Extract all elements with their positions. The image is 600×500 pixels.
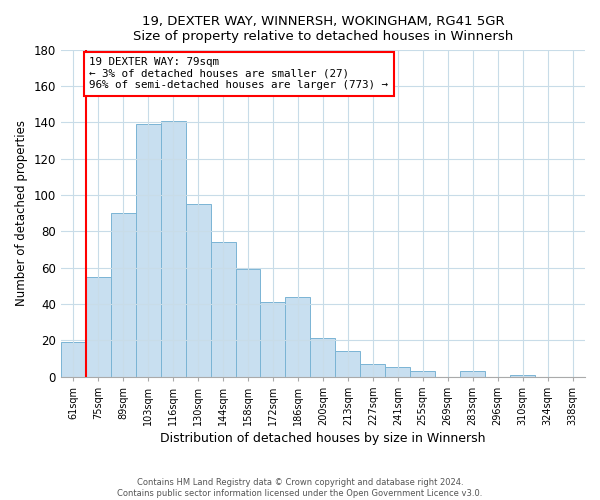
Text: 19 DEXTER WAY: 79sqm
← 3% of detached houses are smaller (27)
96% of semi-detach: 19 DEXTER WAY: 79sqm ← 3% of detached ho… [89, 57, 388, 90]
Bar [335, 351, 361, 376]
Y-axis label: Number of detached properties: Number of detached properties [15, 120, 28, 306]
X-axis label: Distribution of detached houses by size in Winnersh: Distribution of detached houses by size … [160, 432, 485, 445]
Bar [211, 242, 236, 376]
Bar [286, 296, 310, 376]
Bar [385, 368, 410, 376]
Bar [460, 371, 485, 376]
Bar [510, 374, 535, 376]
Bar [136, 124, 161, 376]
Text: Contains HM Land Registry data © Crown copyright and database right 2024.
Contai: Contains HM Land Registry data © Crown c… [118, 478, 482, 498]
Bar [361, 364, 385, 376]
Title: 19, DEXTER WAY, WINNERSH, WOKINGHAM, RG41 5GR
Size of property relative to detac: 19, DEXTER WAY, WINNERSH, WOKINGHAM, RG4… [133, 15, 513, 43]
Bar [410, 371, 435, 376]
Bar [185, 204, 211, 376]
Bar [310, 338, 335, 376]
Bar [260, 302, 286, 376]
Bar [161, 120, 185, 376]
Bar [61, 342, 86, 376]
Bar [236, 270, 260, 376]
Bar [86, 276, 111, 376]
Bar [111, 213, 136, 376]
